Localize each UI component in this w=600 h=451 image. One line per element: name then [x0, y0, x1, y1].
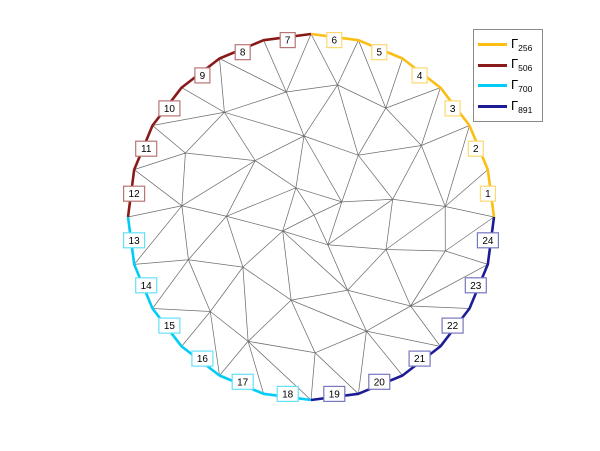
boundary-label-box-1 — [479, 185, 496, 202]
boundary-label-box-14 — [135, 277, 158, 294]
legend-label-gamma-891: Γ891 — [511, 97, 533, 115]
mesh-interior-edges — [127, 33, 495, 401]
legend-line-gamma-891 — [478, 105, 507, 109]
legend-line-gamma-256 — [478, 42, 507, 46]
boundary-label-box-6 — [326, 31, 343, 49]
boundary-edge-label-1: 1 — [485, 189, 491, 200]
boundary-edge-label-14: 14 — [141, 281, 153, 292]
boundary-label-box-24 — [476, 232, 499, 249]
boundary-edge-label-13: 13 — [129, 236, 141, 247]
boundary-region-Gamma_700 — [126, 216, 312, 402]
boundary-edge-label-5: 5 — [377, 48, 383, 59]
boundary-edge-label-6: 6 — [332, 36, 338, 47]
boundary-label-box-17 — [231, 373, 254, 390]
boundary-label-box-21 — [408, 350, 431, 367]
boundary-label-box-2 — [467, 140, 484, 157]
boundary-label-box-23 — [464, 277, 487, 294]
boundary-edge-label-10: 10 — [164, 104, 176, 115]
boundary-label-box-18 — [276, 385, 299, 402]
boundary-edge-label-2: 2 — [473, 144, 479, 155]
legend-item-gamma-506: Γ506 — [478, 55, 542, 75]
boundary-edge-label-20: 20 — [374, 377, 386, 388]
legend-label-gamma-700: Γ700 — [511, 77, 533, 95]
boundary-label-box-16 — [191, 350, 214, 367]
boundary-label-box-19 — [323, 385, 346, 402]
boundary-label-box-11 — [135, 140, 158, 157]
boundary-edge-label-11: 11 — [141, 144, 152, 155]
boundary-edge-label-8: 8 — [240, 48, 246, 59]
boundary-edge-label-3: 3 — [450, 104, 456, 115]
boundary-label-box-5 — [371, 44, 388, 61]
boundary-edge-label-15: 15 — [164, 321, 176, 332]
boundary-edge-label-4: 4 — [417, 71, 423, 82]
boundary-region-Gamma_256 — [310, 32, 496, 218]
boundary-edge-label-7: 7 — [285, 36, 291, 47]
boundary-edge-label-19: 19 — [329, 389, 341, 400]
boundary-region-Gamma_506 — [126, 32, 312, 218]
legend-item-gamma-891: Γ891 — [478, 97, 542, 117]
boundary-edge-label-9: 9 — [200, 71, 206, 82]
boundary-edge-label-16: 16 — [197, 354, 209, 365]
boundary-label-box-20 — [368, 373, 391, 390]
boundary-edge-label-23: 23 — [470, 281, 482, 292]
legend-item-gamma-256: Γ256 — [478, 34, 542, 54]
boundary-label-box-4 — [411, 67, 428, 84]
boundary-edge-label-21: 21 — [414, 354, 426, 365]
legend-line-gamma-506 — [478, 63, 507, 67]
legend-item-gamma-700: Γ700 — [478, 76, 542, 96]
boundary-edge-label-17: 17 — [237, 377, 249, 388]
legend-line-gamma-700 — [478, 84, 507, 88]
legend-label-gamma-506: Γ506 — [511, 56, 533, 74]
boundary-label-box-7 — [279, 31, 296, 49]
boundary-edge-label-22: 22 — [447, 321, 459, 332]
boundary-edge-label-12: 12 — [129, 189, 141, 200]
legend: Γ256 Γ506 Γ700 Γ891 — [473, 29, 543, 122]
boundary-label-box-10 — [158, 100, 181, 117]
boundary-edge-label-18: 18 — [282, 389, 294, 400]
boundary-label-box-22 — [441, 317, 464, 334]
boundary-label-box-3 — [444, 100, 461, 117]
legend-label-gamma-256: Γ256 — [511, 35, 533, 53]
boundary-edge-label-24: 24 — [482, 236, 494, 247]
boundary-label-box-13 — [122, 232, 146, 249]
boundary-label-box-8 — [234, 44, 251, 61]
boundary-label-box-15 — [158, 317, 181, 334]
boundary-region-Gamma_891 — [310, 216, 496, 402]
boundary-label-box-9 — [194, 67, 211, 84]
boundary-label-box-12 — [122, 185, 146, 202]
